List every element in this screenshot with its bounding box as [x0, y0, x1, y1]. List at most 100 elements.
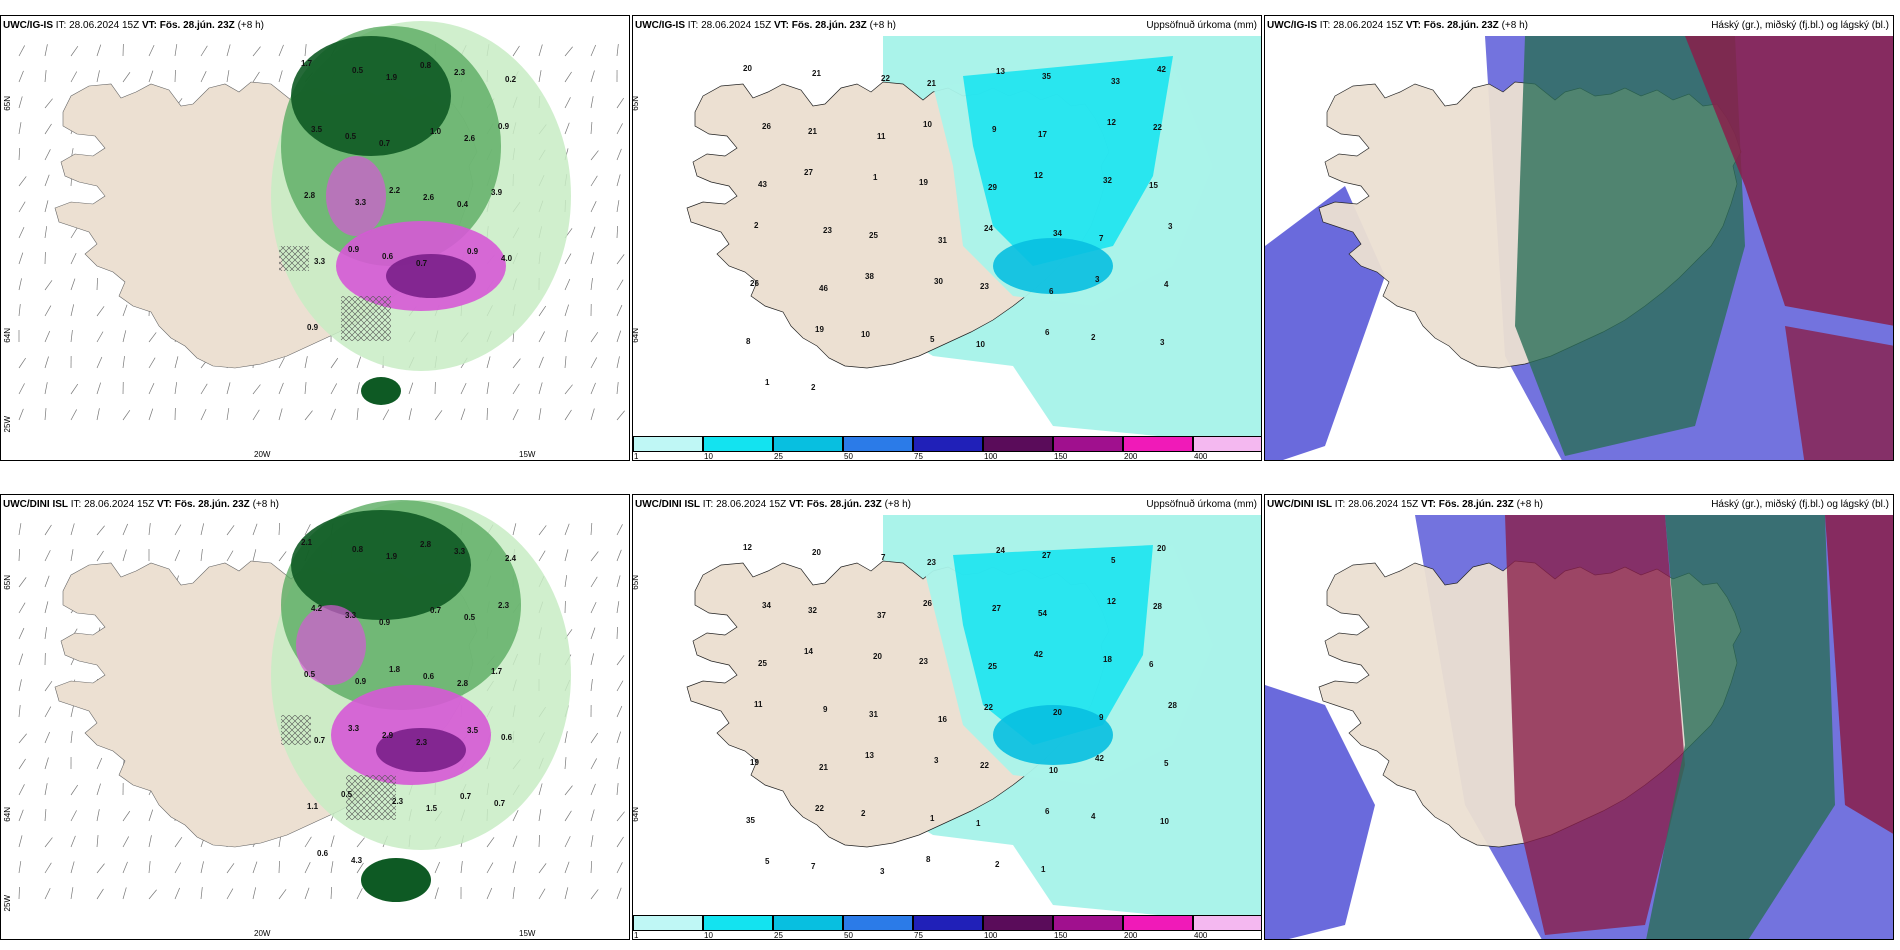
wind-barb [200, 408, 207, 421]
wind-barb [252, 409, 260, 421]
lat-label: 64N [632, 328, 640, 343]
wind-barb [616, 200, 620, 213]
precip-value-label: 5 [1164, 759, 1169, 768]
wind-value-label: 2.6 [423, 193, 435, 202]
wind-value-label: 4.0 [501, 254, 513, 263]
wind-barb [44, 382, 48, 395]
lon-label: 15W [519, 929, 536, 938]
wind-barb [590, 122, 593, 135]
precip-value-label: 12 [743, 543, 752, 552]
wind-barb [122, 72, 131, 83]
precip-colorbar: 1 10 25 50 75 100 150 200 400 [633, 911, 1261, 939]
wind-barb [460, 383, 467, 395]
wind-barb [564, 384, 573, 395]
wind-barb [616, 254, 625, 265]
wind-map: 1.7 0.5 1.9 0.8 2.3 0.2 3.5 0.5 0.7 1.0 2.6 0.9 2.8 3… [1, 16, 629, 460]
lon-label: 20W [254, 929, 271, 938]
wind-barb [70, 278, 76, 291]
wind-barb [564, 731, 568, 744]
model-name: UWC/DINI ISL [635, 499, 700, 510]
wind-barb [512, 358, 521, 369]
colorbar-tick-label: 1 [634, 452, 639, 461]
wind-barb [512, 887, 515, 900]
wind-barb [356, 356, 362, 369]
wind-value-label: 1.9 [386, 552, 398, 561]
wind-barb [44, 862, 52, 874]
vt-label: VT: Fös. 28.jún. 23Z [773, 20, 867, 31]
wind-barb [616, 44, 619, 57]
precip-value-label: 20 [812, 548, 821, 557]
wind-barb [200, 45, 208, 57]
precip-value-label: 4 [1164, 280, 1169, 289]
wind-barb [564, 278, 571, 291]
wind-barb [564, 71, 572, 83]
colorbar-swatch [843, 436, 913, 452]
lat-label: 65N [632, 575, 640, 590]
precip-value-label: 42 [1095, 754, 1104, 763]
wind-barb [564, 409, 572, 421]
precip-value-label: 21 [808, 127, 817, 136]
precip-value-label: 12 [1107, 597, 1116, 606]
wind-barb [590, 679, 593, 692]
colorbar-swatch [843, 915, 913, 931]
precip-value-label: 2 [861, 809, 866, 818]
wind-barb [356, 382, 360, 395]
lat-label: 65N [3, 96, 12, 111]
wind-barb [382, 409, 390, 421]
wind-barb [538, 44, 543, 57]
colorbar-swatch [773, 436, 843, 452]
wind-value-label: 0.7 [460, 792, 472, 801]
wind-barb [18, 577, 27, 588]
wind-barb [148, 835, 152, 848]
wind-barb [148, 357, 156, 369]
wind-barb [616, 356, 620, 369]
wind-barb [44, 783, 48, 796]
wind-barb [590, 70, 595, 83]
wind-barb [18, 201, 26, 213]
wind-barb [148, 44, 155, 57]
precip-value-label: 30 [934, 277, 943, 286]
wind-barb [96, 382, 102, 395]
wind-barb [44, 408, 47, 421]
wind-barb [18, 548, 20, 562]
wind-barb [18, 809, 24, 822]
wind-value-label: 0.9 [355, 677, 367, 686]
precip-value-label: 19 [919, 178, 928, 187]
precip-value-label: 3 [1160, 338, 1165, 347]
precip-value-label: 9 [1099, 713, 1104, 722]
wind-value-label: 0.7 [430, 606, 442, 615]
precip-value-label: 28 [1153, 602, 1162, 611]
model-name: UWC/DINI ISL [1267, 499, 1332, 510]
wind-barb [278, 70, 283, 83]
precip-value-label: 5 [1111, 556, 1116, 565]
wind-value-label: 1.8 [389, 665, 401, 674]
wind-barb [226, 70, 230, 83]
wind-barb [18, 784, 25, 796]
wind-barb [564, 575, 568, 588]
wind-barb [18, 357, 26, 369]
wind-barb [616, 330, 622, 343]
precip-value-label: 5 [930, 335, 935, 344]
wind-barb [304, 44, 307, 57]
wind-barb [590, 576, 598, 588]
wind-value-label: 0.6 [501, 733, 513, 742]
wind-barb [590, 201, 597, 213]
wind-barb [616, 575, 621, 588]
lon-label: 15W [519, 450, 536, 459]
wind-barb [18, 653, 24, 666]
wind-barb [616, 757, 620, 770]
precip-value-label: 1 [873, 173, 878, 182]
precip-value-label: 33 [1111, 77, 1120, 86]
lon-label: 25W [3, 416, 12, 433]
wind-barb [18, 627, 25, 640]
wind-value-label: 0.5 [304, 670, 316, 679]
wind-barb [590, 732, 599, 744]
wind-barb [538, 70, 542, 83]
precip-value-label: 54 [1038, 609, 1047, 618]
wind-barb [564, 549, 569, 562]
wind-barb [226, 863, 235, 874]
wind-barb [616, 148, 622, 161]
wind-value-label: 0.7 [416, 259, 428, 268]
precip-value-label: 21 [927, 79, 936, 88]
wind-barb [226, 550, 234, 562]
